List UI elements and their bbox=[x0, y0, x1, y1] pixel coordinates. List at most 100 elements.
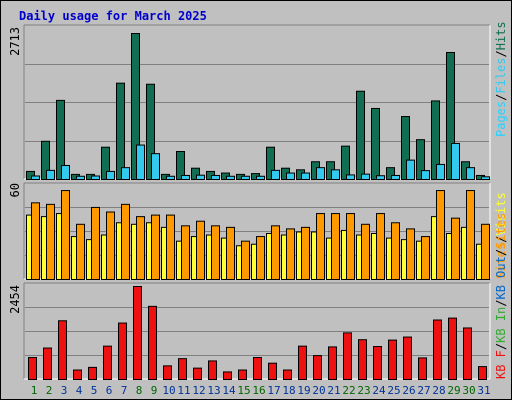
sites-bar bbox=[466, 190, 475, 280]
hits-bar bbox=[101, 146, 110, 180]
day-label: 20 bbox=[312, 384, 325, 397]
day-label: 12 bbox=[192, 384, 205, 397]
day-label: 27 bbox=[417, 384, 430, 397]
files-bar bbox=[406, 159, 415, 181]
kbf-bar bbox=[103, 345, 112, 380]
files-bar bbox=[91, 175, 100, 181]
day-label: 14 bbox=[222, 384, 236, 397]
day-label: 5 bbox=[91, 384, 98, 397]
day-label: 30 bbox=[462, 384, 475, 397]
day-label: 3 bbox=[61, 384, 68, 397]
day-label: 4 bbox=[76, 384, 83, 397]
day-label: 29 bbox=[447, 384, 460, 397]
day-label: 24 bbox=[372, 384, 386, 397]
sites-bar bbox=[451, 217, 460, 281]
sites-bar bbox=[271, 225, 280, 280]
files-bar bbox=[301, 172, 310, 181]
sites-bar bbox=[76, 223, 85, 281]
files-bar bbox=[451, 142, 460, 180]
kbf-bar bbox=[163, 365, 172, 380]
hits-bar bbox=[176, 151, 185, 181]
day-label: 16 bbox=[252, 384, 265, 397]
sites-bar bbox=[406, 228, 415, 280]
day-label: 8 bbox=[136, 384, 143, 397]
sites-bar bbox=[196, 220, 205, 281]
files-bar bbox=[256, 175, 265, 181]
kbf-bar bbox=[28, 357, 37, 381]
day-label: 28 bbox=[432, 384, 445, 397]
sites-bar bbox=[316, 213, 325, 280]
day-label: 26 bbox=[402, 384, 415, 397]
day-label: 31 bbox=[477, 384, 490, 397]
sites-bar bbox=[421, 236, 430, 280]
day-label: 23 bbox=[357, 384, 370, 397]
y-max-label-hits: 2713 bbox=[8, 27, 22, 56]
hits-bar bbox=[266, 146, 275, 180]
hits-bar bbox=[41, 140, 50, 181]
kbf-bar bbox=[448, 317, 457, 380]
sites-bar bbox=[91, 206, 100, 280]
kbf-bar bbox=[418, 357, 427, 380]
files-bar bbox=[466, 167, 475, 180]
files-bar bbox=[331, 169, 340, 181]
hits-bar bbox=[341, 145, 350, 180]
sites-bar bbox=[436, 190, 445, 280]
files-bar bbox=[286, 172, 295, 181]
kbf-bar bbox=[298, 345, 307, 380]
sites-bar bbox=[241, 240, 250, 281]
kbf-bar bbox=[193, 367, 202, 380]
kbf-bar bbox=[88, 366, 97, 381]
files-bar bbox=[76, 175, 85, 181]
sites-bar bbox=[376, 213, 385, 280]
sites-bar bbox=[286, 228, 295, 280]
kbf-bar bbox=[478, 366, 487, 381]
kbf-bar bbox=[313, 355, 322, 380]
kbf-bar bbox=[268, 362, 277, 381]
kbf-bar bbox=[283, 369, 292, 380]
files-bar bbox=[376, 175, 385, 181]
files-bar bbox=[421, 170, 430, 180]
hits-bar bbox=[371, 107, 380, 180]
files-bar bbox=[241, 175, 250, 181]
files-bar bbox=[481, 176, 490, 180]
files-bar bbox=[136, 144, 145, 181]
kbf-bar bbox=[73, 369, 82, 380]
kbf-bar bbox=[133, 286, 142, 380]
kbf-bar bbox=[463, 327, 472, 380]
kbf-bar bbox=[58, 320, 67, 380]
hits-bar bbox=[446, 51, 455, 180]
sites-bar bbox=[346, 213, 355, 280]
sites-bar bbox=[256, 236, 265, 280]
chart-title: Daily usage for March 2025 bbox=[19, 9, 207, 23]
kbf-bar bbox=[43, 347, 52, 380]
sites-bar bbox=[391, 222, 400, 280]
files-bar bbox=[316, 167, 325, 180]
files-bar bbox=[271, 169, 280, 180]
files-bar bbox=[196, 174, 205, 181]
files-bar bbox=[151, 153, 160, 181]
kbf-bar bbox=[343, 332, 352, 381]
kbf-bar bbox=[148, 305, 157, 380]
day-label: 18 bbox=[282, 384, 295, 397]
hits-bar bbox=[401, 116, 410, 180]
kbf-bar bbox=[388, 339, 397, 380]
files-bar bbox=[436, 163, 445, 180]
kbf-bar bbox=[358, 339, 367, 380]
files-bar bbox=[211, 174, 220, 181]
hits-bar bbox=[56, 99, 65, 180]
day-label: 17 bbox=[267, 384, 280, 397]
sites-bar bbox=[481, 223, 490, 281]
day-label: 7 bbox=[121, 384, 128, 397]
files-bar bbox=[46, 169, 55, 180]
day-label: 25 bbox=[387, 384, 400, 397]
sites-bar bbox=[166, 214, 175, 281]
files-bar bbox=[61, 165, 70, 180]
hits-bar bbox=[431, 100, 440, 180]
hits-bar bbox=[26, 170, 35, 180]
hits-bar bbox=[131, 33, 140, 180]
hits-bar bbox=[416, 139, 425, 180]
kbf-bar bbox=[403, 336, 412, 381]
kbf-bar bbox=[118, 322, 127, 381]
day-label: 22 bbox=[342, 384, 355, 397]
